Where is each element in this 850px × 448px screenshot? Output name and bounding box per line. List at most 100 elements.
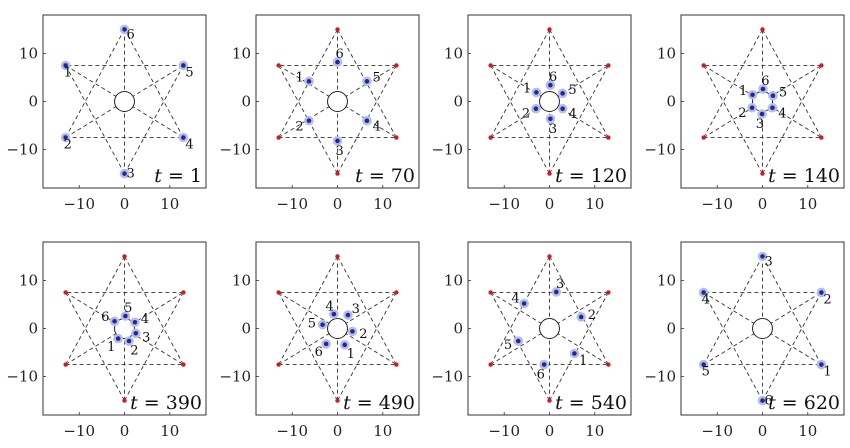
agent-label: 4 [778, 106, 786, 121]
goal-point [819, 135, 824, 140]
time-label: t = 70 [355, 165, 415, 187]
time-label: t = 120 [555, 165, 627, 187]
agent-marker [760, 254, 765, 259]
agent-marker [350, 329, 355, 334]
agent-marker [515, 338, 521, 344]
agent-marker [560, 91, 565, 96]
panel-8: 1 2 3 4 5 6 −10 0 10 −10 0 10 t = 620 [644, 241, 845, 440]
agent-label: 2 [823, 292, 831, 307]
trajectory-line [490, 65, 609, 138]
agent-label: 3 [549, 122, 557, 137]
x-tick-label: 10 [585, 195, 604, 213]
x-tick-label: 10 [373, 195, 392, 213]
agent-marker [133, 331, 139, 336]
x-tick-label: 0 [333, 422, 343, 440]
x-tick-label: 0 [120, 422, 130, 440]
trajectory-line [490, 65, 609, 138]
y-tick-label: 10 [444, 44, 463, 62]
agent-marker [534, 90, 539, 95]
agent-label: 5 [779, 86, 787, 101]
x-tick-label: −10 [276, 422, 308, 440]
x-tick-label: 0 [758, 195, 768, 213]
panel-4: 1 234 56 −10 0 10 −10 0 10 t = 140 [644, 14, 845, 213]
agent-marker [320, 322, 325, 327]
agent-label: 5 [308, 317, 316, 332]
time-label: t = 540 [555, 392, 627, 414]
agent-marker [750, 92, 755, 98]
agent-marker [122, 27, 127, 32]
y-tick-label: 10 [232, 271, 251, 289]
agent-marker [521, 301, 527, 306]
goal-point [606, 63, 611, 68]
goal-point [488, 290, 493, 295]
goal-point [547, 398, 552, 403]
y-tick-label: 0 [241, 320, 251, 338]
agent-label: 5 [702, 365, 710, 380]
agent-label: 6 [336, 47, 344, 62]
agent-label: 6 [765, 394, 773, 409]
agent-marker [122, 171, 127, 176]
agent-label: 6 [127, 27, 135, 42]
y-tick-label: −10 [219, 368, 251, 386]
x-tick-label: 0 [758, 422, 768, 440]
x-tick-label: 10 [585, 422, 604, 440]
goal-point [701, 63, 706, 68]
goal-point [276, 362, 281, 367]
y-tick-label: 0 [28, 320, 38, 338]
goal-point [547, 27, 552, 32]
goal-point [394, 135, 399, 140]
y-tick-label: −10 [6, 368, 38, 386]
trajectory-line [703, 292, 822, 365]
agent-marker [342, 342, 348, 348]
agent-marker [63, 63, 68, 68]
goal-point [606, 135, 611, 140]
agent-label: 5 [372, 70, 380, 85]
agent-marker [123, 313, 128, 319]
time-label: t = 620 [768, 392, 840, 414]
agent-marker [126, 338, 132, 344]
y-tick-label: −10 [644, 368, 676, 386]
x-tick-label: −10 [276, 195, 308, 213]
goal-point [760, 27, 765, 32]
y-tick-label: 0 [241, 93, 251, 111]
agent-label: 3 [352, 302, 360, 317]
agent-label: 1 [579, 354, 587, 369]
y-tick-label: −10 [431, 141, 463, 159]
agent-label: 2 [359, 327, 367, 342]
agent-label: 1 [107, 340, 115, 355]
agent-label: 3 [127, 167, 135, 182]
agent-marker [115, 336, 121, 341]
trajectory-line [65, 292, 184, 365]
goal-point [335, 398, 340, 403]
time-label: t = 390 [130, 392, 202, 414]
obstacle-circle [114, 91, 135, 112]
x-tick-label: 10 [798, 195, 817, 213]
agent-label: 3 [765, 254, 773, 269]
agent-label: 1 [823, 365, 831, 380]
x-tick-label: 10 [160, 195, 179, 213]
x-tick-label: 0 [545, 422, 555, 440]
agent-marker [112, 318, 117, 324]
y-tick-label: 0 [666, 93, 676, 111]
agent-label: 6 [537, 367, 545, 382]
agent-label: 6 [549, 70, 557, 85]
trajectory-line [65, 65, 184, 138]
goal-point [394, 290, 399, 295]
y-tick-label: 10 [19, 44, 38, 62]
agent-label: 2 [295, 120, 303, 135]
agent-marker [181, 135, 186, 140]
goal-point [394, 362, 399, 367]
goal-point [181, 290, 186, 295]
goal-point [606, 362, 611, 367]
x-tick-label: 10 [798, 422, 817, 440]
y-tick-label: 0 [453, 93, 463, 111]
goal-point [335, 254, 340, 259]
agent-label: 3 [756, 117, 764, 132]
trajectory-line [278, 65, 397, 138]
agent-marker [770, 105, 775, 111]
goal-point [394, 63, 399, 68]
x-tick-label: −10 [701, 195, 733, 213]
y-tick-label: 10 [657, 44, 676, 62]
